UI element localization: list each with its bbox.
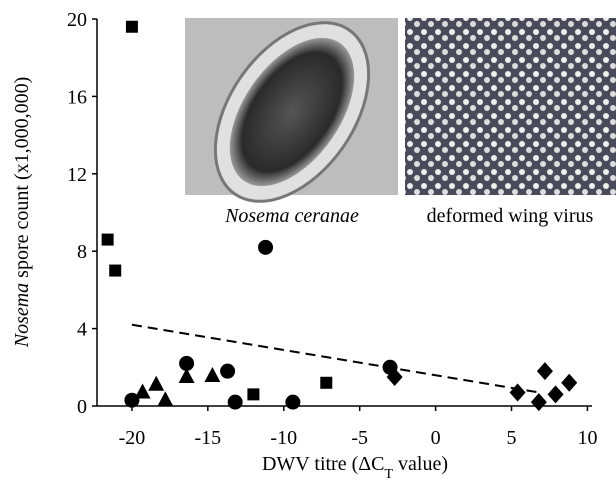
y-tick-label: 12	[67, 164, 87, 186]
diamond-point	[386, 367, 403, 386]
y-tick-label: 20	[67, 9, 87, 31]
trend-line	[131, 323, 540, 394]
diamond-point	[536, 362, 553, 381]
diamond-point	[530, 393, 547, 412]
triangle-point	[148, 375, 165, 391]
image-caption: Nosema ceranae	[224, 205, 359, 227]
x-label-part: value)	[393, 453, 448, 475]
square-point	[101, 233, 114, 246]
circle-point	[285, 394, 301, 410]
y-label-part: Nosema	[11, 283, 33, 348]
x-tick-label: -10	[270, 427, 297, 449]
diamond-point	[509, 383, 526, 402]
x-tick-label: 5	[507, 427, 517, 449]
circle-point	[258, 239, 274, 255]
circle-point	[227, 394, 243, 410]
photo-nosema	[185, 18, 398, 203]
square-point	[320, 376, 333, 389]
y-axis-label: Nosema spore count (x1,000,000)	[11, 77, 33, 349]
triangle-point	[204, 367, 221, 383]
circle-point	[220, 363, 236, 379]
y-tick-label: 0	[77, 396, 87, 418]
circle-point	[179, 355, 195, 371]
x-tick-label: -20	[119, 427, 146, 449]
photo-dwv	[405, 18, 616, 195]
circle-point	[124, 392, 140, 408]
image-caption: deformed wing virus	[427, 205, 594, 227]
x-tick-label: 10	[577, 427, 597, 449]
x-tick-label: -15	[195, 427, 222, 449]
triangle-point	[178, 367, 195, 383]
y-tick-label: 4	[77, 319, 87, 341]
y-tick-label: 8	[77, 241, 87, 263]
square-point	[247, 388, 260, 401]
x-tick-label: -5	[351, 427, 368, 449]
x-tick-label: 0	[431, 427, 441, 449]
x-label-sub: T	[384, 467, 393, 482]
diamond-point	[547, 385, 564, 404]
y-tick-label: 16	[67, 86, 87, 108]
square-point	[109, 264, 122, 277]
square-point	[125, 20, 138, 33]
triangle-point	[134, 383, 151, 399]
y-label-part: spore count (x1,000,000)	[11, 77, 33, 283]
x-axis-label: DWV titre (ΔCT value)	[262, 453, 448, 482]
x-label-part: DWV titre (ΔC	[262, 453, 384, 475]
triangle-point	[157, 391, 174, 407]
diamond-point	[561, 373, 578, 392]
